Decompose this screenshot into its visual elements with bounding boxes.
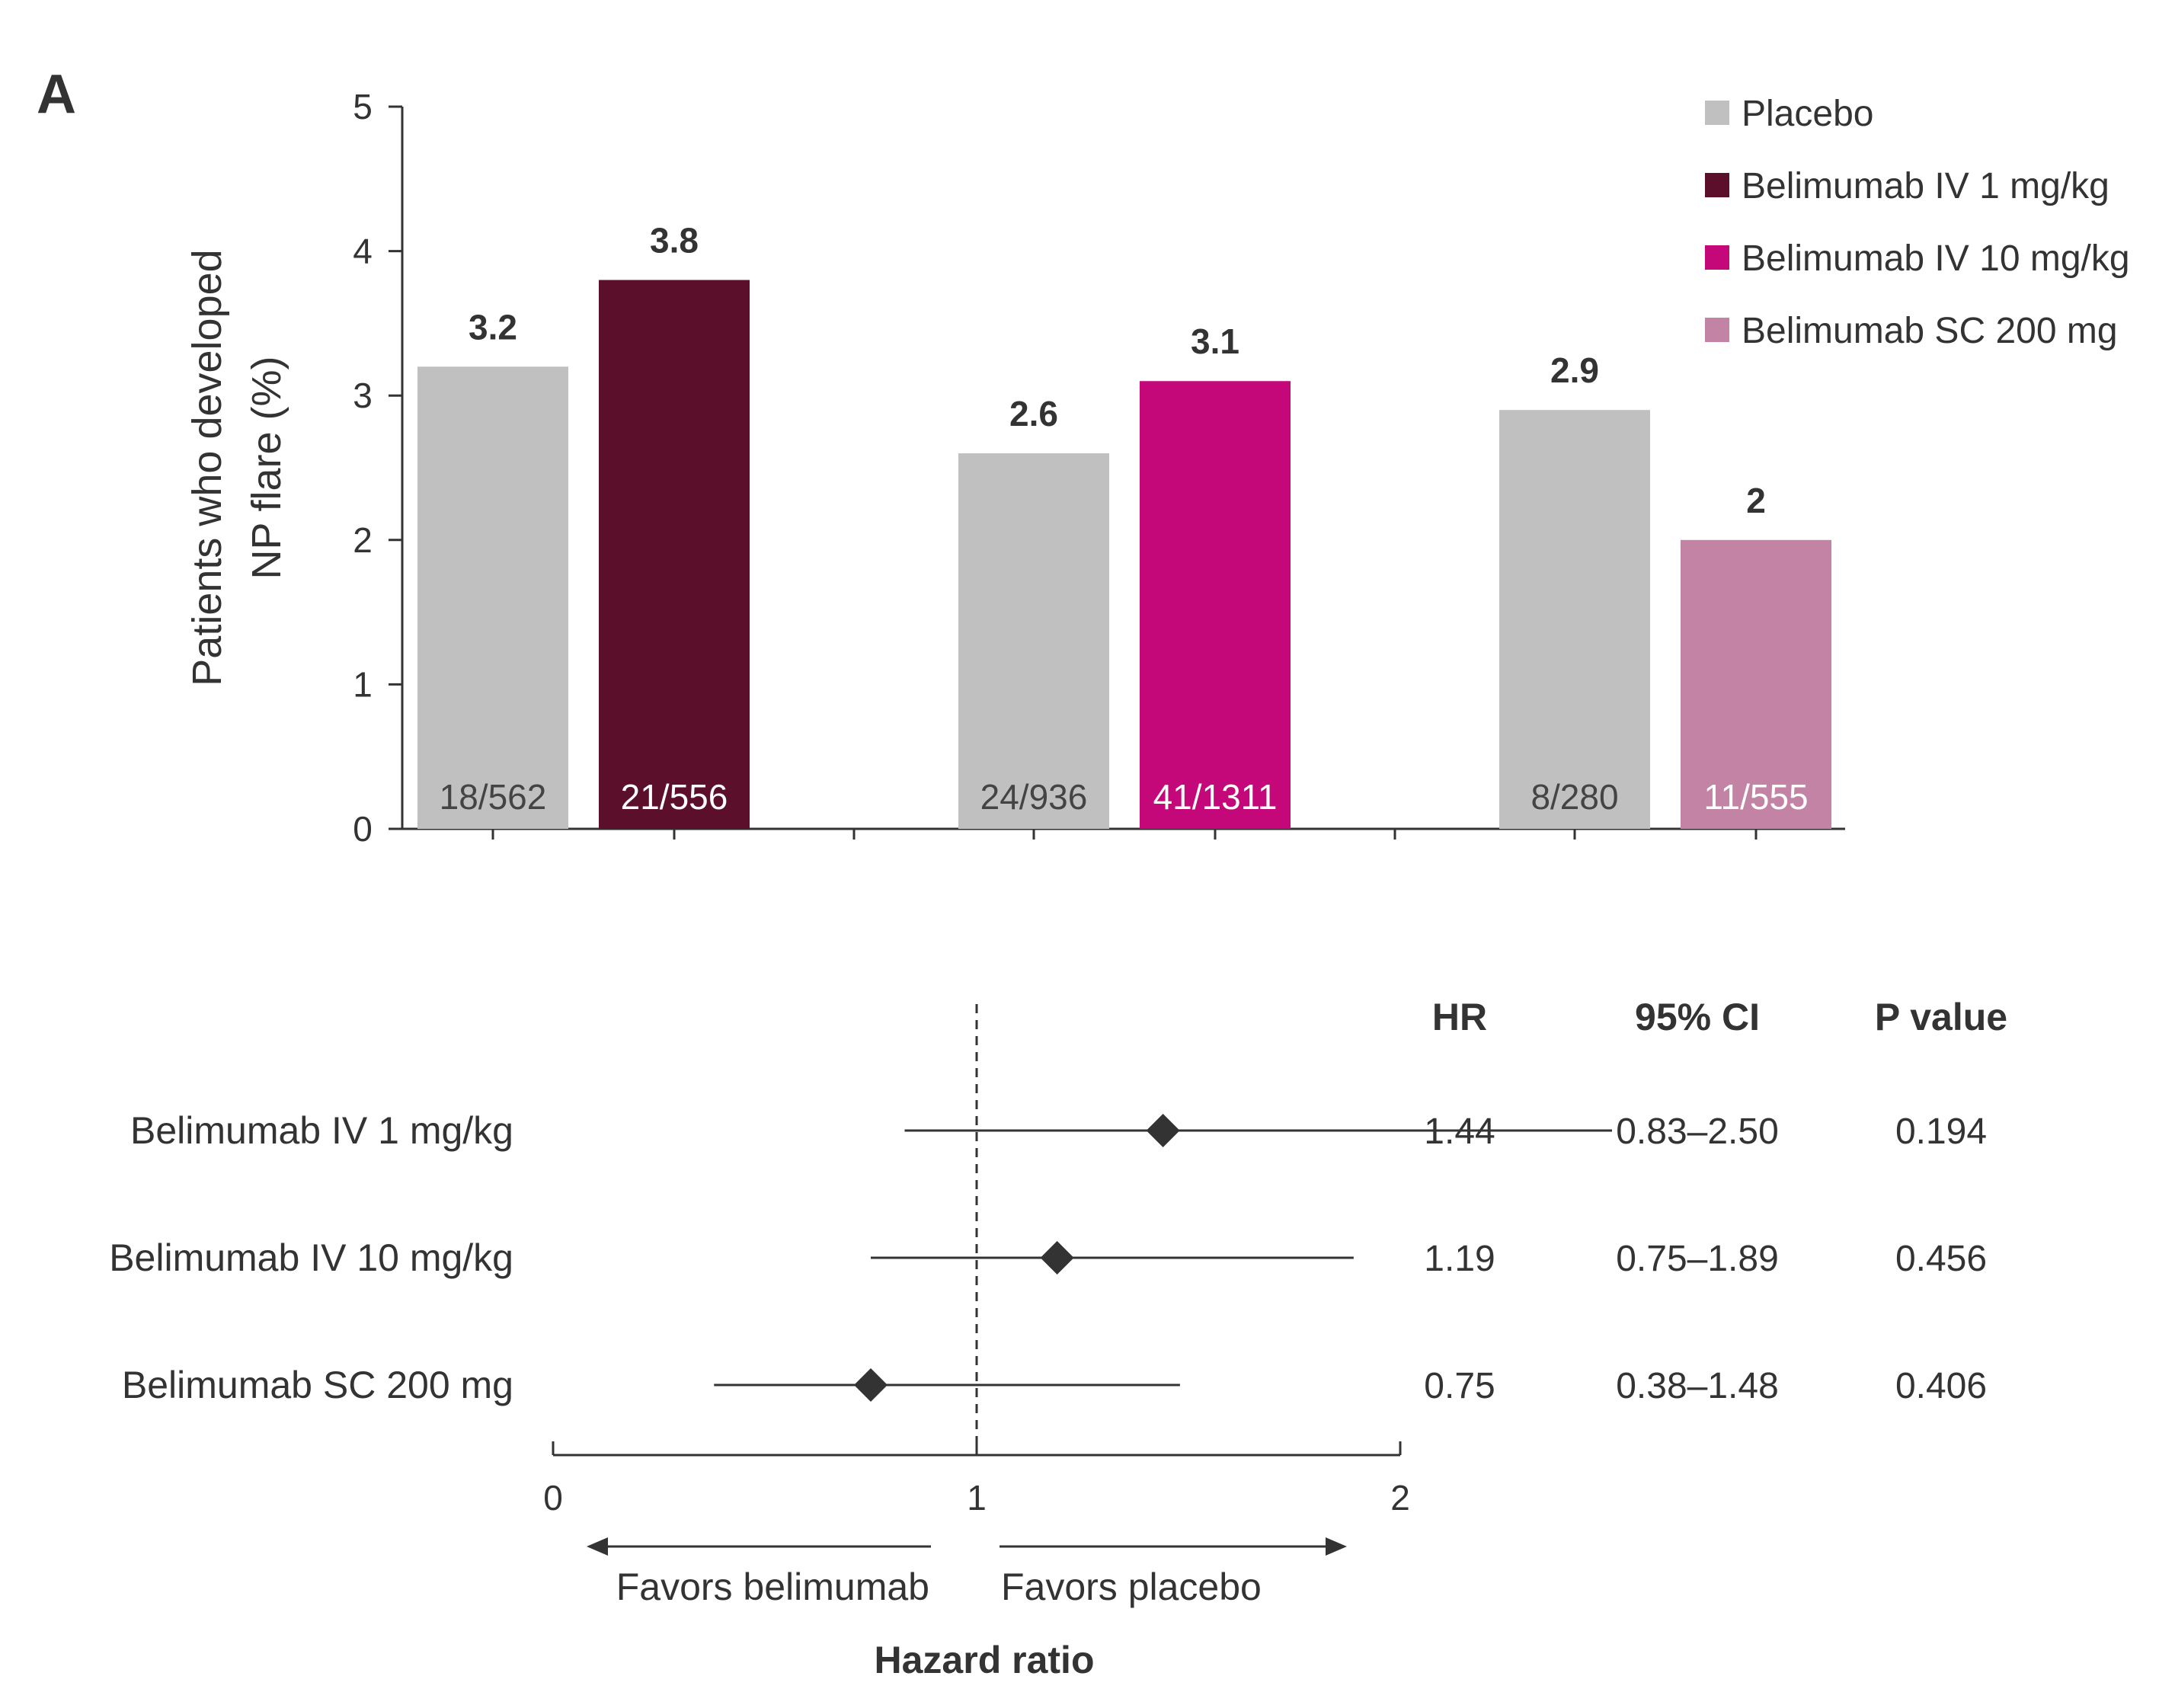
- row-label: Belimumab IV 1 mg/kg: [130, 1109, 513, 1152]
- panel-label: A: [37, 64, 76, 125]
- legend-swatch: [1705, 318, 1729, 342]
- bar: [958, 453, 1109, 829]
- favors-right-arrowhead: [1326, 1537, 1347, 1556]
- forest-x-tick-label: 2: [1390, 1478, 1410, 1518]
- bar-value-label: 3.2: [469, 307, 517, 347]
- hr-value: 1.44: [1424, 1111, 1495, 1152]
- p-value: 0.456: [1895, 1239, 1987, 1279]
- hr-marker: [1040, 1241, 1074, 1275]
- forest-x-tick-label: 0: [543, 1478, 563, 1518]
- favors-left-arrowhead: [587, 1537, 608, 1556]
- hr-value: 0.75: [1424, 1366, 1495, 1406]
- legend-swatch: [1705, 101, 1729, 125]
- ci-value: 0.75–1.89: [1616, 1239, 1779, 1279]
- favors-right-label: Favors placebo: [1001, 1566, 1262, 1608]
- bar: [417, 366, 568, 829]
- forest-x-axis-title: Hazard ratio: [875, 1639, 1095, 1681]
- forest-row: Belimumab IV 1 mg/kg 1.44 0.83–2.50 0.194: [130, 1109, 1987, 1152]
- legend-swatch: [1705, 245, 1729, 270]
- legend-label: Belimumab IV 1 mg/kg: [1742, 166, 2109, 206]
- bar-chart: Patients who developed NP flare (%) 0 1 2 3 4…: [184, 87, 2130, 849]
- hr-marker: [854, 1368, 888, 1402]
- column-header: 95% CI: [1635, 996, 1760, 1038]
- forest-plot: HR 95% CI P value Belimumab IV 1 mg/kg 1.44…: [109, 996, 2007, 1681]
- legend-label: Placebo: [1742, 94, 1873, 134]
- bar: [1499, 410, 1650, 829]
- forest-rows: Belimumab IV 1 mg/kg 1.44 0.83–2.50 0.194Be…: [109, 1109, 1987, 1406]
- y-tick-label: 3: [353, 376, 373, 415]
- bar-n-label: 24/936: [980, 777, 1088, 817]
- legend-label: Belimumab IV 10 mg/kg: [1742, 238, 2130, 279]
- bar-n-label: 21/556: [621, 777, 728, 817]
- ci-value: 0.83–2.50: [1616, 1111, 1779, 1152]
- legend-label: Belimumab SC 200 mg: [1742, 311, 2118, 351]
- bar-n-label: 18/562: [440, 777, 547, 817]
- y-axis-title-line: NP flare (%): [244, 356, 289, 579]
- y-tick-label: 2: [353, 520, 373, 560]
- y-tick-label: 0: [353, 809, 373, 849]
- bar-value-label: 3.1: [1191, 321, 1239, 361]
- column-header: HR: [1432, 996, 1487, 1038]
- hr-value: 1.19: [1424, 1239, 1495, 1279]
- row-label: Belimumab IV 10 mg/kg: [109, 1236, 513, 1279]
- x-axis: [389, 827, 1845, 840]
- forest-row: Belimumab IV 10 mg/kg 1.19 0.75–1.89 0.456: [109, 1236, 1987, 1279]
- y-axis-title: Patients who developed NP flare (%): [184, 249, 289, 686]
- row-label: Belimumab SC 200 mg: [122, 1364, 513, 1406]
- forest-x-tick-label: 1: [967, 1478, 987, 1518]
- legend: Placebo Belimumab IV 1 mg/kg Belimumab IV …: [1705, 94, 2130, 351]
- p-value: 0.194: [1895, 1111, 1987, 1152]
- bar-n-label: 41/1311: [1153, 777, 1278, 817]
- p-value: 0.406: [1895, 1366, 1987, 1406]
- y-tick-label: 4: [353, 232, 373, 271]
- bar: [1140, 381, 1291, 829]
- bar-series: 3.2 18/562 3.8 21/556 2.6 24/936 3.1 41/1311 2.9…: [417, 221, 1831, 829]
- bar-n-label: 8/280: [1530, 777, 1618, 817]
- bar-value-label: 3.8: [650, 221, 699, 261]
- column-header: P value: [1875, 996, 2007, 1038]
- favors-left-label: Favors belimumab: [616, 1566, 929, 1608]
- y-tick-label: 5: [353, 87, 373, 126]
- bar-value-label: 2.9: [1550, 350, 1599, 390]
- ci-value: 0.38–1.48: [1616, 1366, 1779, 1406]
- y-tick-label: 1: [353, 664, 373, 704]
- forest-row: Belimumab SC 200 mg 0.75 0.38–1.48 0.406: [122, 1364, 1987, 1406]
- legend-swatch: [1705, 173, 1729, 197]
- bar-value-label: 2: [1746, 481, 1766, 520]
- forest-x-axis: 0 1 2 Favors belimumab Favors placebo Hazard …: [543, 1004, 1410, 1681]
- y-axis: 0 1 2 3 4 5: [353, 87, 404, 849]
- y-axis-title-line: Patients who developed: [184, 249, 230, 686]
- forest-table-headers: HR 95% CI P value: [1432, 996, 2007, 1038]
- bar: [599, 280, 750, 829]
- hr-marker: [1146, 1114, 1180, 1147]
- bar-n-label: 11/555: [1703, 777, 1808, 817]
- bar-value-label: 2.6: [1009, 394, 1058, 433]
- bar: [1681, 539, 1831, 829]
